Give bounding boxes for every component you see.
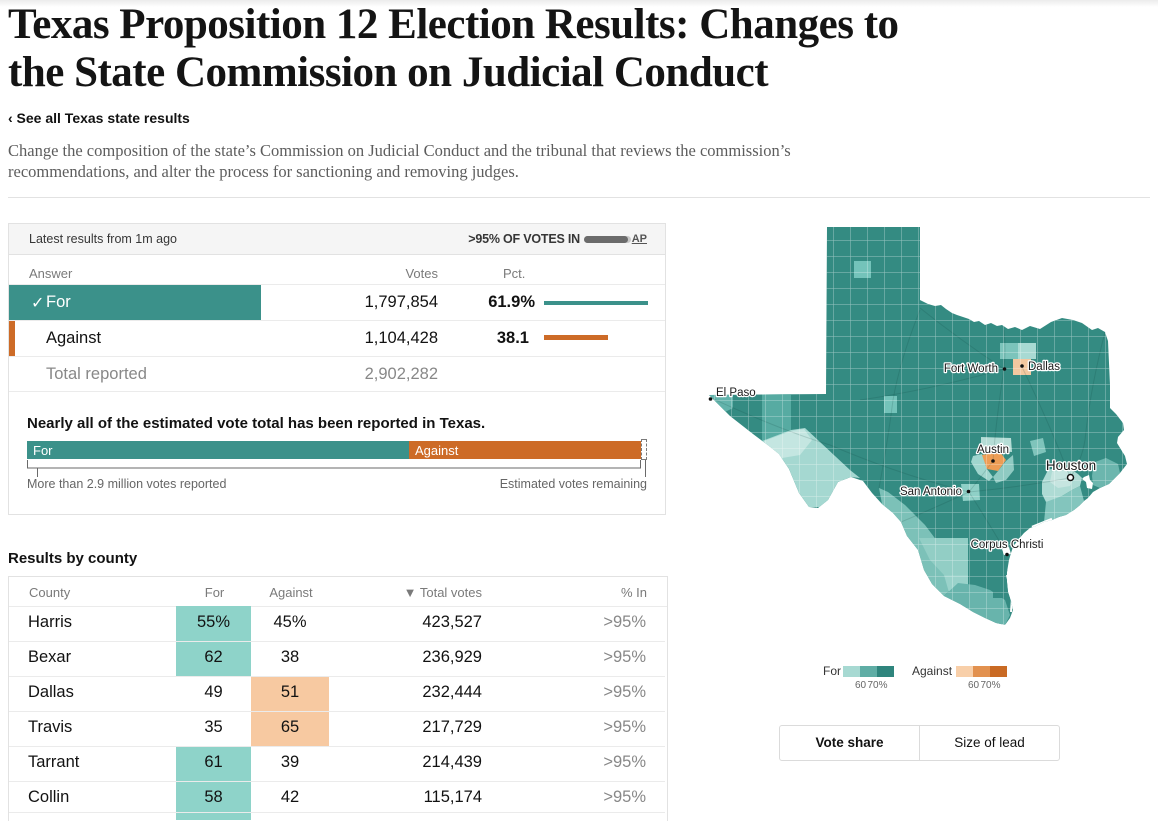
svg-text:Corpus Christi: Corpus Christi [971,539,1044,551]
svg-text:Houston: Houston [1046,458,1096,473]
svg-text:San Antonio: San Antonio [900,486,962,498]
svg-text:El Paso: El Paso [716,387,756,399]
svg-text:Fort Worth: Fort Worth [944,363,998,375]
svg-text:Dallas: Dallas [1028,361,1060,373]
svg-text:Austin: Austin [977,444,1009,456]
